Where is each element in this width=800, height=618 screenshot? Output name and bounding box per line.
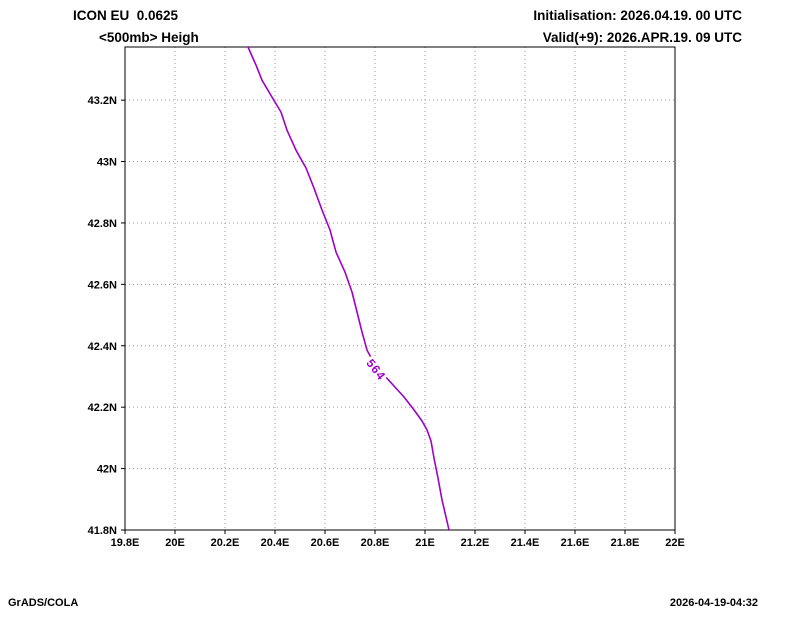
y-tick-label: 42.2N: [88, 402, 117, 414]
y-tick-label: 43N: [97, 157, 117, 169]
x-tick-label: 21E: [415, 537, 435, 549]
y-tick-label: 42.6N: [88, 279, 117, 291]
x-tick-label: 22E: [665, 537, 685, 549]
y-tick-label: 42.4N: [88, 341, 117, 353]
header-right: Initialisation: 2026.04.19. 00 UTC Valid…: [533, 5, 742, 49]
x-tick-label: 19.8E: [111, 537, 140, 549]
x-tick-label: 20.2E: [211, 537, 240, 549]
grads-credit: GrADS/COLA: [8, 597, 79, 609]
y-tick-label: 41.8N: [88, 525, 117, 537]
header-left: ICON EU 0.0625 <500mb> Heigh: [73, 5, 199, 49]
model-title: ICON EU 0.0625: [73, 8, 179, 23]
init-time: Initialisation: 2026.04.19. 00 UTC: [533, 8, 742, 23]
x-tick-label: 20.6E: [311, 537, 340, 549]
x-tick-label: 20E: [165, 537, 185, 549]
axis-ticks: [121, 99, 676, 534]
x-tick-label: 21.4E: [511, 537, 540, 549]
x-axis-labels: 19.8E 20E 20.2E 20.4E 20.6E 20.8E 21E 21.2E 21.4…: [111, 537, 685, 549]
grid-lines: [125, 47, 675, 530]
valid-time: Valid(+9): 2026.APR.19. 09 UTC: [542, 30, 742, 45]
y-tick-label: 43.2N: [88, 95, 117, 107]
x-tick-label: 21.2E: [461, 537, 490, 549]
x-tick-label: 21.8E: [611, 537, 640, 549]
field-title: <500mb> Heigh: [99, 30, 199, 45]
x-tick-label: 21.6E: [561, 537, 590, 549]
x-tick-label: 20.4E: [261, 537, 290, 549]
creation-timestamp: 2026-04-19-04:32: [669, 597, 758, 609]
contour-label-564: 564: [363, 356, 388, 383]
x-tick-label: 20.8E: [361, 537, 390, 549]
contour-line-564: [247, 46, 450, 531]
y-tick-label: 42N: [97, 464, 117, 476]
plot-frame: [124, 46, 676, 531]
y-axis-labels: 41.8N 42N 42.2N 42.4N 42.6N 42.8N 43N 43.2N: [88, 95, 117, 537]
y-tick-label: 42.8N: [88, 218, 117, 230]
